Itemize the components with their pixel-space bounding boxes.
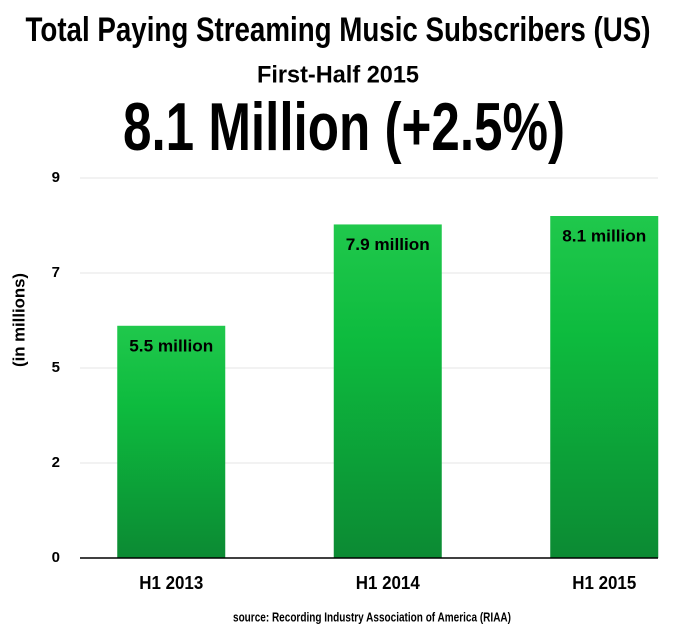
bar	[333, 224, 442, 558]
bar	[117, 325, 226, 558]
y-tick-label: 5	[52, 359, 60, 376]
value-label: 8.1 million	[562, 226, 646, 245]
headline: 8.1 Million (+2.5%)	[123, 89, 565, 165]
x-tick-label: H1 2015	[572, 573, 636, 593]
value-label: 5.5 million	[129, 336, 213, 355]
y-tick-label: 2	[52, 454, 60, 471]
y-tick-label: 7	[52, 264, 60, 281]
bar	[550, 216, 659, 558]
y-tick-label: 9	[52, 169, 60, 186]
chart-subtitle: First-Half 2015	[257, 61, 419, 88]
y-tick-label: 0	[52, 549, 60, 566]
y-axis-label: (in millions)	[9, 273, 28, 367]
value-label: 7.9 million	[346, 235, 430, 254]
x-tick-label: H1 2013	[139, 573, 203, 593]
source: source: Recording Industry Association o…	[233, 609, 511, 624]
x-tick-label: H1 2014	[356, 573, 420, 593]
chart-title: Total Paying Streaming Music Subscribers…	[26, 11, 651, 49]
